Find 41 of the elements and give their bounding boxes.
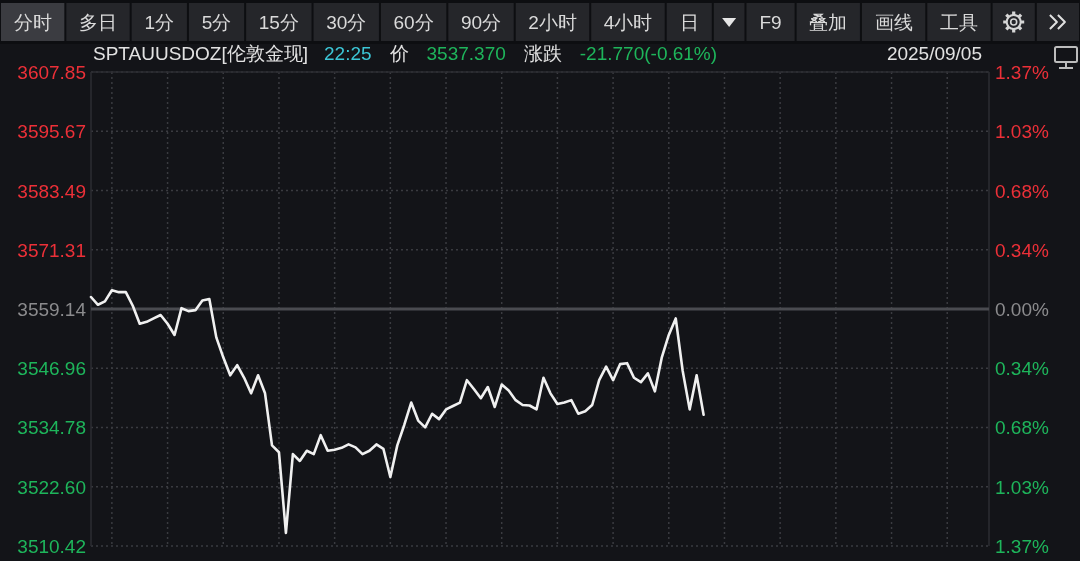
y2-tick-label: 0.34% bbox=[995, 239, 1049, 261]
text: 画线 bbox=[874, 11, 913, 33]
text: 15分 bbox=[258, 11, 299, 33]
text: 价 bbox=[388, 42, 409, 64]
y-tick-label: 3607.85 bbox=[17, 61, 86, 83]
text: 3537.370 bbox=[426, 42, 506, 64]
text: 2小时 bbox=[528, 11, 577, 33]
text: 1分 bbox=[144, 11, 175, 33]
y2-tick-label: 0.00% bbox=[995, 298, 1049, 320]
text: 5分 bbox=[201, 11, 232, 33]
text: 30分 bbox=[326, 11, 367, 33]
text: 工具 bbox=[939, 11, 978, 33]
y-tick-label: 3595.67 bbox=[17, 120, 86, 142]
y2-tick-label: 1.03% bbox=[995, 476, 1049, 498]
text: F9 bbox=[759, 11, 782, 33]
text: -21.770(-0.61%) bbox=[579, 42, 718, 64]
y-tick-label: 3522.60 bbox=[17, 476, 86, 498]
text: 22:25 bbox=[324, 42, 372, 64]
text: 4小时 bbox=[603, 11, 653, 33]
y2-tick-label: 0.68% bbox=[995, 180, 1049, 202]
y2-tick-label: 0.68% bbox=[995, 416, 1049, 438]
y2-tick-label: 1.03% bbox=[995, 120, 1049, 142]
chart-title: SPTAUUSDOZ[伦敦金现] bbox=[93, 42, 308, 64]
y2-tick-label: 1.37% bbox=[995, 535, 1049, 557]
y-tick-label: 3571.31 bbox=[17, 239, 86, 261]
text: 90分 bbox=[460, 11, 502, 33]
text: 叠加 bbox=[809, 11, 848, 33]
line-series bbox=[89, 288, 705, 535]
text: 涨跌 bbox=[523, 42, 562, 64]
y-tick-label: 3510.42 bbox=[17, 535, 86, 557]
text: 60分 bbox=[393, 11, 434, 33]
y-tick-label: 3546.96 bbox=[17, 357, 86, 379]
text: 日 bbox=[679, 11, 699, 33]
y2-tick-label: 1.37% bbox=[995, 61, 1049, 83]
y2-tick-label: 0.34% bbox=[995, 357, 1049, 379]
text: 2025/09/05 bbox=[886, 42, 982, 64]
text: 多日 bbox=[79, 11, 117, 33]
y-tick-label: 3583.49 bbox=[17, 180, 86, 202]
text: 分时 bbox=[13, 11, 52, 33]
y-tick-label: 3534.78 bbox=[17, 416, 86, 438]
y-tick-label: 3559.14 bbox=[17, 298, 87, 320]
